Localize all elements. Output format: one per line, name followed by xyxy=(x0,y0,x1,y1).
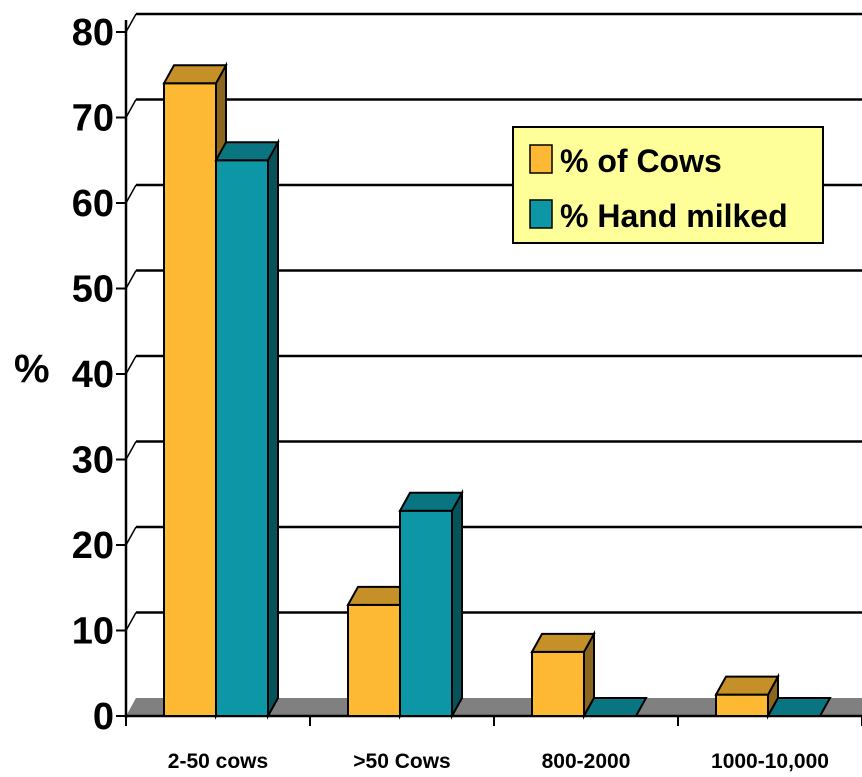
y-tick-label: 50 xyxy=(72,269,114,311)
y-tick-label: 20 xyxy=(72,525,114,567)
y-tick-label: 80 xyxy=(72,12,114,54)
gridline-depth xyxy=(125,99,137,118)
gridline-depth xyxy=(125,270,137,289)
gridline-depth xyxy=(125,526,137,546)
bar-top xyxy=(162,64,228,85)
legend-box xyxy=(512,126,824,244)
y-tick-label: 30 xyxy=(72,440,114,482)
bar xyxy=(530,630,596,720)
bar-front xyxy=(715,693,769,717)
bar-front xyxy=(163,82,217,718)
bar-top xyxy=(714,675,780,696)
bar-top xyxy=(214,141,280,162)
y-tick-label: 60 xyxy=(72,183,114,225)
floor-plane xyxy=(126,698,862,716)
x-category-label: 800-2000 xyxy=(542,750,631,773)
bars xyxy=(162,61,832,720)
gridline-depth xyxy=(125,184,137,204)
bar xyxy=(398,488,464,720)
bar-side xyxy=(267,138,279,720)
bar xyxy=(714,672,780,720)
x-category-label: 2-50 cows xyxy=(168,750,268,773)
legend-swatch-cows xyxy=(529,144,553,174)
x-category-label: 1000-10,000 xyxy=(711,750,829,773)
y-tick-label: 10 xyxy=(72,611,114,653)
bar-top xyxy=(398,491,464,512)
bar-side xyxy=(451,488,463,720)
bar-top xyxy=(530,632,596,653)
gridline-depth xyxy=(125,355,137,375)
bar xyxy=(346,582,412,720)
y-tick-label: 40 xyxy=(72,354,114,396)
bar xyxy=(582,697,648,717)
y-tick-label: 70 xyxy=(72,98,114,140)
bar xyxy=(214,138,280,720)
y-axis: 0 10 20 30 40 50 60 70 80 xyxy=(72,12,128,738)
legend-label-hand-milked: % Hand milked xyxy=(560,198,788,234)
bar-top xyxy=(766,697,832,717)
legend-label-cows: % of Cows xyxy=(560,143,722,179)
bar-top xyxy=(582,697,648,717)
y-axis-label: % xyxy=(14,347,50,391)
bar-front xyxy=(347,603,401,717)
bar-front xyxy=(215,159,269,717)
gridline-depth xyxy=(125,612,137,631)
legend: % of Cows % Hand milked xyxy=(512,126,824,244)
gridline-depth xyxy=(125,13,137,33)
y-tick-label: 0 xyxy=(93,696,114,738)
legend-swatch-hand-milked xyxy=(529,199,553,229)
bar xyxy=(766,697,832,717)
chart-floor xyxy=(126,698,862,716)
x-axis: 2-50 cows >50 Cows 800-2000 1000-10,000 xyxy=(125,714,862,773)
gridline-depth xyxy=(125,441,137,460)
x-category-label: >50 Cows xyxy=(353,750,450,773)
bar-front xyxy=(531,650,585,717)
bar-front xyxy=(399,509,453,717)
